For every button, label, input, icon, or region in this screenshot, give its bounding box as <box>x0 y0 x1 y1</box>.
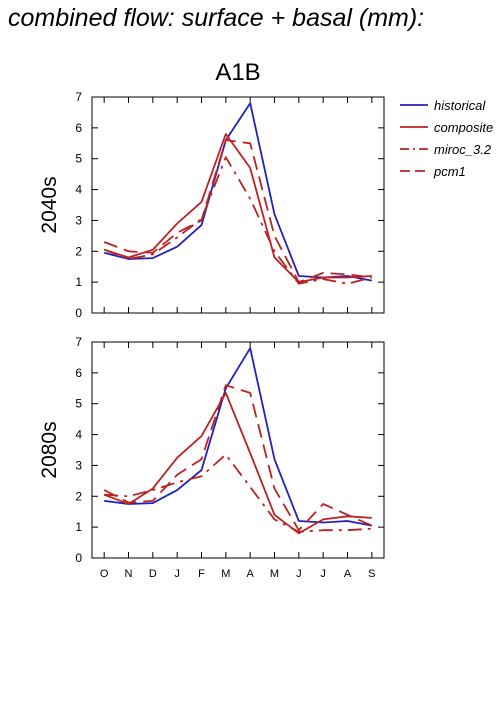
y-tick-label: 3 <box>75 458 82 472</box>
y-tick-label: 1 <box>75 275 82 289</box>
x-tick-label: O <box>100 568 109 580</box>
x-tick-label: F <box>198 568 205 580</box>
y-tick-label: 5 <box>75 152 82 166</box>
y-tick-label: 7 <box>75 335 82 349</box>
panel-2040s: 0 1 2 3 4 5 6 7 2040s <box>38 90 385 320</box>
legend-item: miroc_3.2 <box>400 142 492 157</box>
legend-label: historical <box>434 98 486 113</box>
y-tick-label: 0 <box>75 551 82 565</box>
x-tick-label: N <box>125 568 133 580</box>
y-tick-label: 6 <box>75 121 82 135</box>
series-line-composite <box>103 133 372 284</box>
y-tick-label: 2 <box>75 244 82 258</box>
y-tick-label: 5 <box>75 397 82 411</box>
panels: 0 1 2 3 4 5 6 7 2040s 0 1 2 3 4 5 6 7 O N D J F M A M J J A S 2080s <box>38 90 385 580</box>
chart-title: A1B <box>215 59 260 86</box>
y-tick-label: 4 <box>75 428 82 442</box>
legend-label: miroc_3.2 <box>434 142 492 157</box>
y-tick-label: 1 <box>75 520 82 534</box>
y-tick-label: 0 <box>75 306 82 320</box>
series-line-pcm1 <box>103 139 372 284</box>
page-title: combined flow: surface + basal (mm): <box>8 4 425 32</box>
panel-label: 2080s <box>38 421 61 478</box>
y-tick-label: 3 <box>75 213 82 227</box>
legend: historical composite miroc_3.2 pcm1 <box>400 98 493 179</box>
x-tick-label: J <box>320 568 326 580</box>
x-tick-label: M <box>221 568 230 580</box>
series-line-composite <box>103 391 372 535</box>
legend-label: composite <box>434 120 493 135</box>
series-line-miroc-3-2 <box>104 453 372 533</box>
y-tick-label: 6 <box>75 366 82 380</box>
panel-2080s: 0 1 2 3 4 5 6 7 O N D J F M A M J J A S 2080s <box>38 335 385 580</box>
series-line-historical <box>104 347 372 527</box>
x-tick-label: M <box>270 568 279 580</box>
series-line-historical <box>103 102 372 282</box>
panel-label: 2040s <box>38 176 61 233</box>
y-tick-label: 2 <box>75 489 82 503</box>
y-tick-label: 7 <box>75 90 82 104</box>
x-tick-label: J <box>174 568 180 580</box>
series-line-pcm1 <box>103 384 373 532</box>
legend-item: historical <box>400 98 486 113</box>
series-line-miroc-3-2 <box>103 156 373 285</box>
x-tick-label: J <box>296 568 302 580</box>
legend-item: pcm1 <box>400 164 466 179</box>
x-tick-label: A <box>344 568 352 580</box>
legend-item: composite <box>400 120 493 135</box>
plot-frame <box>91 341 385 559</box>
plot-frame <box>91 96 385 314</box>
legend-label: pcm1 <box>433 164 466 179</box>
x-tick-label: A <box>246 568 254 580</box>
y-tick-label: 4 <box>75 183 82 197</box>
x-tick-label: D <box>149 568 157 580</box>
x-tick-label: S <box>368 568 375 580</box>
